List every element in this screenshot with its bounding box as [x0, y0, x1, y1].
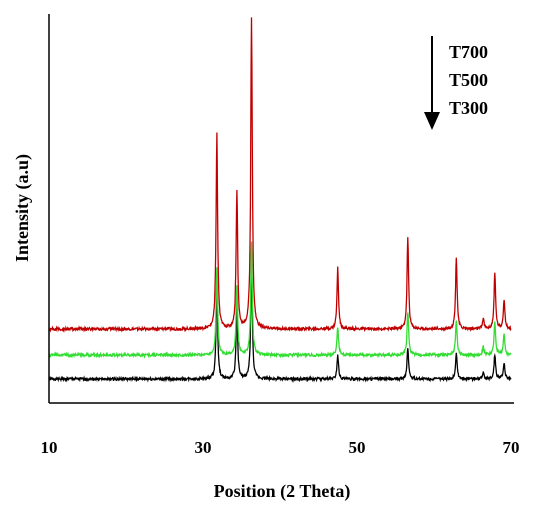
- traces-group: [48, 17, 512, 383]
- legend-arrow-head: [424, 112, 440, 130]
- x-ticks: 10 30 50 70: [41, 438, 520, 457]
- legend-label-1: T500: [449, 70, 488, 90]
- legend-label-2: T300: [449, 98, 488, 118]
- legend: T700 T500 T300: [424, 36, 488, 130]
- x-tick-label-0: 10: [41, 438, 58, 457]
- x-tick-label-3: 70: [503, 438, 520, 457]
- x-axis-title: Position (2 Theta): [214, 481, 351, 502]
- legend-label-0: T700: [449, 42, 488, 62]
- x-tick-label-1: 30: [195, 438, 212, 457]
- series-line-t500: [48, 241, 512, 359]
- series-line-t300: [48, 259, 512, 383]
- y-axis-title: Intensity (a.u): [12, 154, 33, 262]
- series-line-t700: [48, 17, 512, 333]
- x-tick-label-2: 50: [349, 438, 366, 457]
